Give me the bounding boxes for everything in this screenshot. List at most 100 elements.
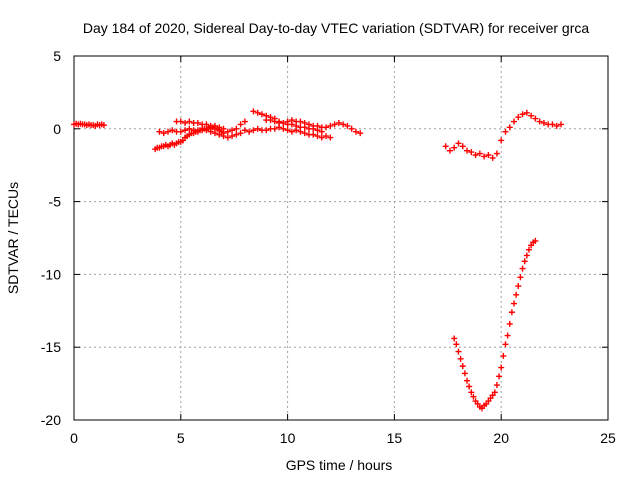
data-point bbox=[549, 121, 556, 128]
data-point bbox=[540, 119, 547, 126]
data-point bbox=[288, 128, 295, 135]
data-point bbox=[464, 377, 471, 384]
data-point bbox=[100, 122, 107, 129]
data-point bbox=[442, 143, 449, 150]
data-point bbox=[271, 118, 278, 125]
data-point bbox=[515, 283, 522, 290]
data-point bbox=[528, 112, 535, 119]
series-segment-evening-dip bbox=[451, 237, 539, 412]
data-point bbox=[498, 364, 505, 371]
chart-title: Day 184 of 2020, Sidereal Day-to-day VTE… bbox=[83, 20, 589, 36]
data-point bbox=[511, 300, 518, 307]
data-point bbox=[186, 125, 193, 132]
data-point bbox=[160, 130, 167, 137]
data-point bbox=[508, 309, 515, 316]
data-point bbox=[216, 124, 223, 131]
data-point bbox=[216, 131, 223, 138]
data-point bbox=[340, 121, 347, 128]
data-point bbox=[523, 252, 530, 259]
data-point bbox=[496, 373, 503, 380]
data-point bbox=[331, 121, 338, 128]
data-point bbox=[186, 118, 193, 125]
data-point bbox=[233, 131, 240, 138]
data-point bbox=[203, 121, 210, 128]
data-point bbox=[314, 133, 321, 140]
data-point bbox=[241, 127, 248, 134]
data-point bbox=[318, 128, 325, 135]
data-point bbox=[455, 140, 462, 147]
data-point bbox=[250, 108, 257, 115]
data-point bbox=[310, 125, 317, 132]
data-point bbox=[229, 127, 236, 134]
data-point bbox=[506, 320, 513, 327]
series-segment-upper-band bbox=[173, 118, 248, 135]
data-point bbox=[335, 119, 342, 126]
data-point bbox=[220, 125, 227, 132]
series-segment-midday-lower bbox=[241, 124, 334, 141]
data-point bbox=[466, 383, 473, 390]
data-point bbox=[532, 115, 539, 122]
data-point bbox=[468, 149, 475, 156]
y-tick-label: -5 bbox=[49, 194, 62, 210]
data-point bbox=[485, 152, 492, 159]
x-tick-label: 0 bbox=[70, 430, 78, 446]
data-point bbox=[250, 127, 257, 134]
data-point bbox=[233, 125, 240, 132]
data-point bbox=[293, 122, 300, 129]
data-point bbox=[498, 137, 505, 144]
plot-frame bbox=[73, 55, 609, 421]
data-point bbox=[513, 291, 520, 298]
data-point bbox=[318, 134, 325, 141]
data-point bbox=[182, 127, 189, 134]
data-point bbox=[164, 128, 171, 135]
data-point bbox=[348, 125, 355, 132]
data-point bbox=[288, 121, 295, 128]
x-tick-label: 10 bbox=[280, 430, 296, 446]
data-point bbox=[224, 134, 231, 141]
data-point bbox=[301, 124, 308, 131]
series-segment-midday-middle bbox=[263, 117, 325, 135]
series-segment-early bbox=[71, 120, 107, 129]
data-point bbox=[177, 128, 184, 135]
data-point bbox=[455, 348, 462, 355]
data-point bbox=[224, 128, 231, 135]
data-point bbox=[457, 355, 464, 362]
data-point bbox=[211, 130, 218, 137]
data-point bbox=[323, 133, 330, 140]
data-point bbox=[344, 122, 351, 129]
y-tick-label: 5 bbox=[53, 48, 61, 64]
y-tick-label: -15 bbox=[41, 339, 61, 355]
data-point bbox=[352, 128, 359, 135]
data-point bbox=[203, 127, 210, 134]
data-point bbox=[476, 150, 483, 157]
data-point bbox=[156, 128, 163, 135]
data-point bbox=[521, 258, 528, 265]
data-point bbox=[323, 124, 330, 131]
data-point bbox=[532, 237, 539, 244]
data-point bbox=[297, 118, 304, 125]
data-point bbox=[553, 122, 560, 129]
data-point bbox=[517, 274, 524, 281]
x-tick-label: 15 bbox=[387, 430, 403, 446]
data-point bbox=[525, 246, 532, 253]
data-point bbox=[194, 127, 201, 134]
data-point bbox=[254, 125, 261, 132]
data-point bbox=[310, 131, 317, 138]
data-point bbox=[246, 128, 253, 135]
data-point bbox=[229, 133, 236, 140]
data-point bbox=[558, 121, 565, 128]
data-point bbox=[254, 109, 261, 116]
data-point bbox=[207, 128, 214, 135]
data-point bbox=[493, 382, 500, 389]
series-segment-evening-upper bbox=[442, 109, 565, 161]
data-series bbox=[71, 108, 565, 412]
data-point bbox=[470, 393, 477, 400]
data-point bbox=[177, 118, 184, 125]
data-point bbox=[280, 125, 287, 132]
data-point bbox=[314, 127, 321, 134]
data-point bbox=[271, 125, 278, 132]
data-point bbox=[451, 335, 458, 342]
y-tick-label: -20 bbox=[41, 412, 61, 428]
